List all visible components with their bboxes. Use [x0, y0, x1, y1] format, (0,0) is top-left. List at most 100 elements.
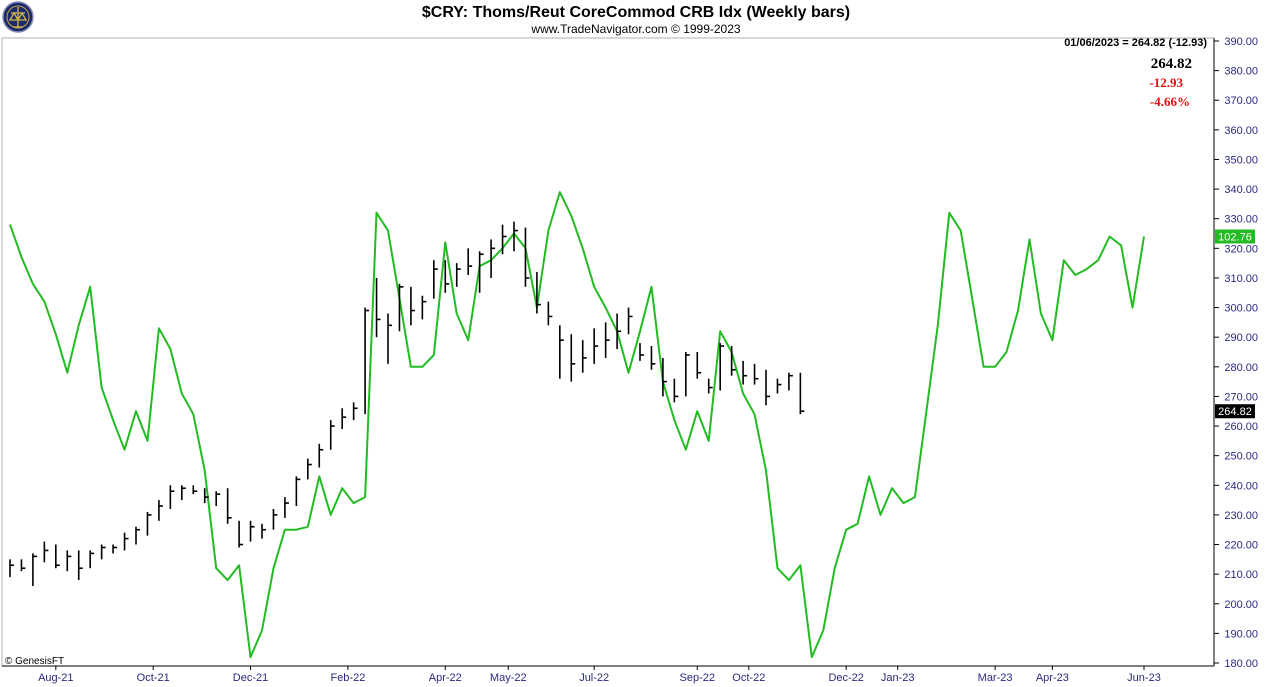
ohlc-bar — [490, 239, 496, 278]
ohlc-bar — [707, 378, 713, 394]
x-tick-label: Dec-21 — [233, 672, 268, 684]
x-tick-label: Jul-22 — [579, 672, 609, 684]
ohlc-bar — [158, 500, 163, 521]
y-tick-label: 390.00 — [1224, 36, 1258, 48]
y-tick-label: 370.00 — [1224, 95, 1258, 107]
y-tick-label: 190.00 — [1224, 628, 1258, 640]
ohlc-bar — [261, 523, 266, 539]
ohlc-bar — [776, 378, 782, 394]
y-tick-label: 290.00 — [1224, 332, 1258, 344]
green-series-value-badge: 102.76 — [1215, 229, 1255, 244]
last-value: 264.82 — [1151, 56, 1192, 72]
chart-subtitle: www.TradeNavigator.com © 1999-2023 — [530, 22, 740, 36]
y-tick-label: 200.00 — [1224, 599, 1258, 611]
x-tick-label: Oct-21 — [137, 672, 170, 684]
green-line-series — [9, 191, 1145, 659]
ohlc-bar — [765, 369, 770, 406]
ohlc-bar — [547, 301, 553, 326]
x-tick-label: Apr-23 — [1036, 672, 1069, 684]
data-credit: © GenesisFT — [5, 656, 64, 667]
ohlc-bar — [570, 334, 576, 382]
ohlc-bar — [100, 544, 106, 560]
x-tick-label: Oct-22 — [732, 672, 765, 684]
ohlc-bar — [673, 378, 679, 403]
x-tick-label: Sep-22 — [680, 672, 715, 684]
y-tick-label: 380.00 — [1224, 66, 1258, 78]
ohlc-bar — [788, 372, 793, 391]
ohlc-bar — [398, 283, 404, 332]
x-tick-label: Apr-22 — [429, 672, 462, 684]
ohlc-bar — [467, 248, 473, 275]
x-tick-label: Jan-23 — [881, 672, 915, 684]
ohlc-bar — [685, 352, 690, 397]
ohlc-bar — [730, 346, 736, 376]
ohlc-bar — [192, 485, 198, 495]
ohlc-bar — [123, 532, 129, 551]
x-tick-label: Dec-22 — [828, 672, 863, 684]
y-tick-label: 310.00 — [1224, 273, 1258, 285]
x-tick-label: Aug-21 — [38, 672, 73, 684]
ohlc-bar — [112, 544, 118, 554]
green-badge-text: 102.76 — [1218, 231, 1252, 243]
change-value: -12.93 — [1149, 75, 1183, 90]
trade-navigator-logo — [2, 1, 34, 33]
ohlc-bar — [581, 340, 587, 373]
ohlc-bar — [524, 227, 530, 287]
ohlc-bar — [559, 325, 564, 379]
ohlc-bar — [650, 346, 656, 370]
x-tick-label: May-22 — [490, 672, 527, 684]
ohlc-bar — [249, 520, 255, 542]
ohlc-bar — [272, 508, 278, 530]
ohlc-bar — [135, 526, 140, 545]
ohlc-bar — [719, 343, 725, 391]
y-tick-label: 320.00 — [1224, 243, 1258, 255]
ohlc-bar — [329, 420, 335, 450]
ohlc-bar — [226, 488, 232, 524]
date-value-readout: 01/06/2023 = 264.82 (-12.93) — [1064, 37, 1207, 49]
y-tick-label: 250.00 — [1224, 451, 1258, 463]
ohlc-bar — [753, 363, 759, 385]
percent-change-value: -4.66% — [1150, 94, 1190, 109]
ohlc-bar — [604, 322, 610, 358]
ohlc-bar — [593, 328, 599, 364]
ohlc-bar — [146, 511, 152, 536]
y-tick-label: 360.00 — [1224, 125, 1258, 137]
ohlc-bar — [410, 286, 415, 326]
y-tick-label: 350.00 — [1224, 154, 1258, 166]
ohlc-bar — [375, 277, 381, 338]
ohlc-bar — [662, 357, 667, 397]
ohlc-bar — [627, 307, 633, 335]
ohlc-bar — [501, 224, 507, 255]
x-tick-label: Jun-23 — [1127, 672, 1161, 684]
x-axis: Aug-21 Oct-21 Dec-21 Feb-22 Apr-22 May-22 Jul-… — [38, 666, 1161, 684]
last-price-badge: 264.82 — [1215, 404, 1255, 419]
ohlc-bar — [20, 559, 26, 572]
ohlc-bar — [478, 251, 484, 293]
ohlc-bar — [9, 559, 14, 578]
ohlc-bar — [89, 550, 95, 569]
ohlc-bar — [455, 263, 461, 287]
ohlc-bar — [43, 541, 49, 563]
y-tick-label: 240.00 — [1224, 480, 1258, 492]
ohlc-bar — [696, 352, 702, 379]
ohlc-bar — [387, 313, 392, 364]
y-tick-label: 280.00 — [1224, 362, 1258, 374]
y-tick-label: 340.00 — [1224, 184, 1258, 196]
ohlc-bar — [238, 520, 244, 548]
ohlc-bar — [66, 550, 72, 572]
ohlc-bar — [639, 343, 644, 361]
ohlc-bar — [742, 360, 748, 385]
plot-area — [1, 37, 1215, 667]
ohlc-bar — [77, 550, 83, 581]
y-tick-label: 330.00 — [1224, 214, 1258, 226]
ohlc-bar — [55, 544, 60, 569]
y-tick-label: 210.00 — [1224, 569, 1258, 581]
ohlc-bar — [215, 491, 221, 507]
y-axis: 180.00 190.00 200.00 210.00 220.00 230.00 240.… — [1214, 36, 1258, 670]
ohlc-bar — [181, 485, 186, 501]
ohlc-bar — [341, 408, 347, 430]
ohlc-bar — [433, 260, 438, 299]
y-tick-label: 220.00 — [1224, 540, 1258, 552]
ohlc-bar — [203, 488, 209, 504]
